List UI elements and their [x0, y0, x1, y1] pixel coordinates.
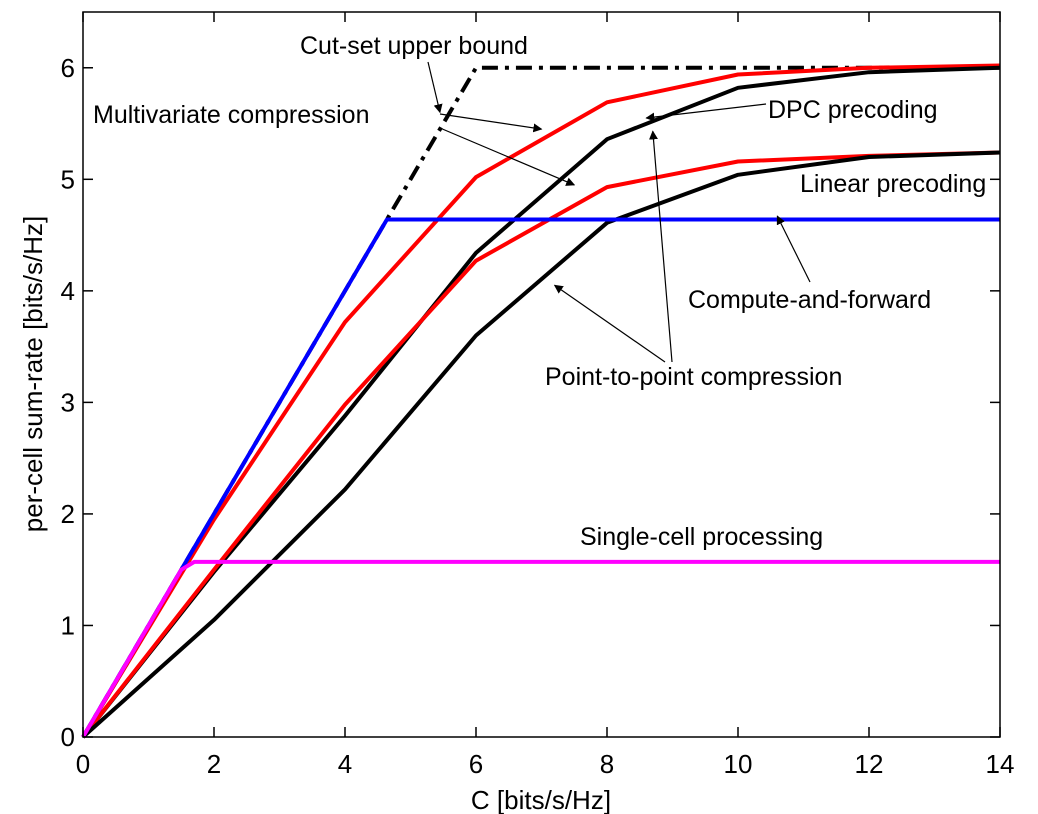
- y-tick-label: 1: [61, 610, 75, 640]
- x-tick-label: 12: [855, 749, 884, 779]
- annotation-label-cutset: Cut-set upper bound: [300, 32, 528, 60]
- series-line-2: [81, 63, 1001, 739]
- annotation-arrow: [427, 61, 443, 114]
- annotation-label-single-cell: Single-cell processing: [580, 523, 823, 551]
- y-tick-label: 0: [61, 722, 75, 752]
- x-tick-label: 8: [600, 749, 614, 779]
- x-tick-label: 6: [469, 749, 483, 779]
- x-tick-label: 0: [76, 749, 90, 779]
- y-tick-label: 4: [61, 276, 75, 306]
- y-tick-label: 3: [61, 387, 75, 417]
- series-line-1: [81, 65, 1000, 739]
- annotation-label-dpc: DPC precoding: [768, 96, 938, 124]
- annotation-labels: Cut-set upper bound Multivariate compres…: [93, 32, 986, 551]
- annotation-arrow: [553, 284, 666, 363]
- series-layer: [81, 63, 1001, 739]
- annotation-label-p2p: Point-to-point compression: [545, 363, 842, 391]
- series-line-7: [81, 559, 1000, 739]
- annotation-arrow: [648, 130, 673, 363]
- y-tick-label: 6: [61, 53, 75, 83]
- x-tick-label: 10: [724, 749, 753, 779]
- series-line-6: [81, 217, 1000, 739]
- series-line-5: [81, 150, 1001, 739]
- y-tick-label: 5: [61, 164, 75, 194]
- annotation-label-cnf: Compute-and-forward: [688, 286, 931, 314]
- annotation-label-linear: Linear precoding: [800, 170, 986, 198]
- annotation-arrow: [776, 215, 811, 283]
- y-axis-label: per-cell sum-rate [bits/s/Hz]: [18, 216, 48, 532]
- series-line-3: [81, 65, 1001, 739]
- x-tick-label: 14: [986, 749, 1015, 779]
- y-tick-label: 2: [61, 499, 75, 529]
- x-tick-label: 2: [207, 749, 221, 779]
- x-axis-label: C [bits/s/Hz]: [471, 785, 611, 814]
- annotation-arrow: [439, 127, 576, 186]
- plot-area: [83, 12, 1000, 737]
- annotation-label-multivariate: Multivariate compression: [93, 101, 370, 129]
- x-tick-label: 4: [338, 749, 352, 779]
- annotation-arrow: [439, 113, 543, 133]
- plot-frame: [82, 11, 1001, 738]
- series-line-4: [81, 150, 1001, 739]
- annotation-arrows: [427, 61, 811, 363]
- annotation-arrow: [645, 103, 767, 122]
